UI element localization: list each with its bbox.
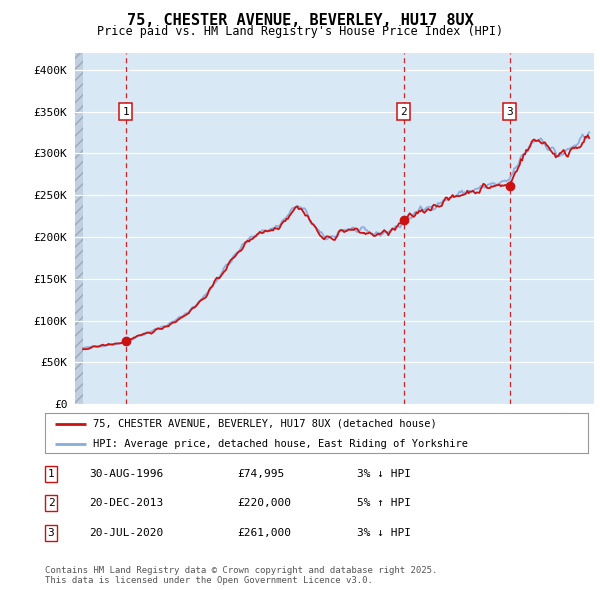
Text: 20-JUL-2020: 20-JUL-2020	[89, 528, 163, 537]
Text: HPI: Average price, detached house, East Riding of Yorkshire: HPI: Average price, detached house, East…	[93, 440, 468, 450]
Text: 2: 2	[47, 499, 55, 508]
Text: 3: 3	[506, 107, 513, 117]
Text: Contains HM Land Registry data © Crown copyright and database right 2025.
This d: Contains HM Land Registry data © Crown c…	[45, 566, 437, 585]
Text: 3: 3	[47, 528, 55, 537]
Text: 75, CHESTER AVENUE, BEVERLEY, HU17 8UX: 75, CHESTER AVENUE, BEVERLEY, HU17 8UX	[127, 13, 473, 28]
Text: 30-AUG-1996: 30-AUG-1996	[89, 469, 163, 478]
Text: Price paid vs. HM Land Registry's House Price Index (HPI): Price paid vs. HM Land Registry's House …	[97, 25, 503, 38]
Text: 20-DEC-2013: 20-DEC-2013	[89, 499, 163, 508]
Text: £261,000: £261,000	[237, 528, 291, 537]
Text: 3% ↓ HPI: 3% ↓ HPI	[357, 528, 411, 537]
Text: £220,000: £220,000	[237, 499, 291, 508]
Bar	[75, 53, 83, 404]
Text: 75, CHESTER AVENUE, BEVERLEY, HU17 8UX (detached house): 75, CHESTER AVENUE, BEVERLEY, HU17 8UX (…	[93, 419, 437, 429]
Text: 3% ↓ HPI: 3% ↓ HPI	[357, 469, 411, 478]
Text: 2: 2	[401, 107, 407, 117]
Text: £74,995: £74,995	[237, 469, 284, 478]
Text: 1: 1	[47, 469, 55, 478]
Text: 5% ↑ HPI: 5% ↑ HPI	[357, 499, 411, 508]
Text: 1: 1	[122, 107, 129, 117]
